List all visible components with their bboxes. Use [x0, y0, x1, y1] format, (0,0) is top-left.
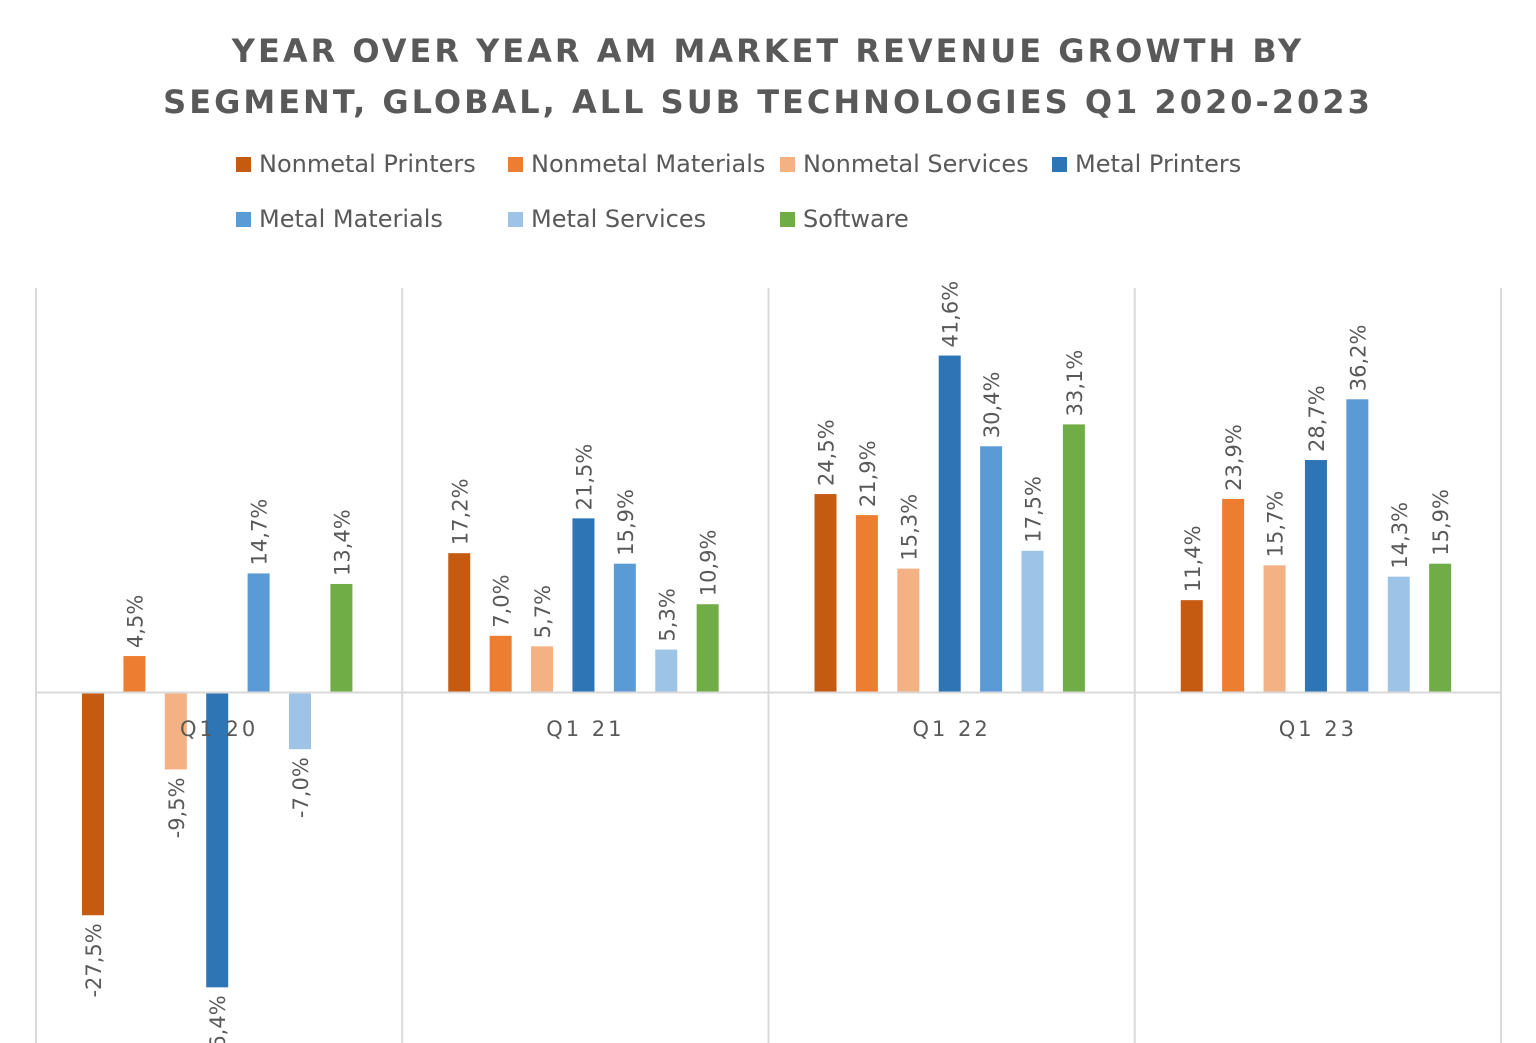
bar-nonmetal-materials-q1-22 — [855, 515, 878, 693]
legend-item-nonmetal-printers: Nonmetal Printers — [236, 150, 476, 178]
legend-label-metal-printers: Metal Printers — [1075, 150, 1242, 178]
data-label-metal-services-q1-23: 14,3% — [1388, 502, 1412, 569]
legend-label-nonmetal-services: Nonmetal Services — [803, 150, 1029, 178]
data-label-metal-services-q1-20: -7,0% — [289, 757, 313, 818]
data-label-metal-printers-q1-21: 21,5% — [572, 444, 596, 511]
bar-software-q1-21 — [696, 604, 719, 693]
legend-label-metal-materials: Metal Materials — [259, 205, 443, 233]
data-label-nonmetal-printers-q1-23: 11,4% — [1181, 525, 1205, 592]
data-label-metal-printers-q1-23: 28,7% — [1305, 385, 1329, 452]
data-label-nonmetal-materials-q1-21: 7,0% — [490, 574, 514, 627]
bar-metal-services-q1-20 — [289, 692, 311, 750]
data-label-software-q1-23: 15,9% — [1429, 489, 1453, 556]
data-label-nonmetal-materials-q1-22: 21,9% — [856, 440, 880, 507]
data-label-metal-printers-q1-20: -36,4% — [206, 995, 230, 1043]
bar-metal-printers-q1-22 — [938, 355, 961, 693]
bar-metal-materials-q1-20 — [247, 573, 270, 693]
legend-item-metal-materials: Metal Materials — [236, 205, 443, 233]
bar-metal-printers-q1-21 — [572, 518, 595, 693]
bar-software-q1-20 — [330, 583, 353, 693]
data-label-nonmetal-materials-q1-20: 4,5% — [123, 595, 147, 648]
legend-item-nonmetal-materials: Nonmetal Materials — [508, 150, 765, 178]
data-label-nonmetal-services-q1-21: 5,7% — [531, 585, 555, 638]
data-label-metal-materials-q1-22: 30,4% — [980, 372, 1004, 439]
data-label-nonmetal-services-q1-20: -9,5% — [165, 777, 189, 838]
legend-swatch-software — [780, 211, 795, 227]
data-label-nonmetal-printers-q1-22: 24,5% — [815, 419, 839, 486]
legend-item-nonmetal-services: Nonmetal Services — [780, 150, 1029, 178]
legend-swatch-nonmetal-services — [780, 156, 795, 172]
data-label-nonmetal-services-q1-23: 15,7% — [1264, 491, 1288, 558]
category-label-q1-22: Q1 22 — [912, 717, 990, 741]
data-label-nonmetal-materials-q1-23: 23,9% — [1222, 424, 1246, 491]
bar-nonmetal-printers-q1-21 — [448, 553, 471, 693]
chart-title-line-2: SEGMENT, GLOBAL, ALL SUB TECHNOLOGIES Q1… — [163, 83, 1373, 121]
bar-metal-materials-q1-22 — [980, 446, 1003, 693]
bar-software-q1-22 — [1062, 424, 1085, 693]
legend-swatch-metal-printers — [1052, 156, 1067, 172]
bar-metal-printers-q1-23 — [1304, 460, 1327, 693]
bar-nonmetal-materials-q1-20 — [123, 656, 146, 693]
bar-nonmetal-services-q1-23 — [1263, 565, 1286, 693]
data-label-nonmetal-services-q1-22: 15,3% — [897, 494, 921, 561]
bar-metal-printers-q1-20 — [206, 692, 229, 988]
legend-label-metal-services: Metal Services — [531, 205, 707, 233]
chart-title: YEAR OVER YEAR AM MARKET REVENUE GROWTH … — [0, 26, 1536, 128]
category-label-q1-21: Q1 21 — [546, 717, 624, 741]
data-label-metal-services-q1-21: 5,3% — [655, 588, 679, 641]
legend-swatch-nonmetal-materials — [508, 156, 523, 172]
legend-swatch-nonmetal-printers — [236, 156, 251, 172]
bar-metal-materials-q1-21 — [613, 563, 636, 693]
data-label-metal-materials-q1-23: 36,2% — [1346, 325, 1370, 392]
legend-label-software: Software — [803, 205, 909, 233]
data-label-nonmetal-printers-q1-20: -27,5% — [82, 923, 106, 997]
data-label-metal-materials-q1-20: 14,7% — [248, 499, 272, 566]
data-label-metal-materials-q1-21: 15,9% — [614, 489, 638, 556]
bar-nonmetal-printers-q1-22 — [814, 494, 837, 693]
bar-software-q1-23 — [1429, 563, 1452, 693]
data-label-software-q1-20: 13,4% — [330, 509, 354, 576]
data-label-metal-services-q1-22: 17,5% — [1022, 476, 1046, 543]
legend-item-software: Software — [780, 205, 909, 233]
data-label-metal-printers-q1-22: 41,6% — [939, 281, 963, 348]
legend-item-metal-services: Metal Services — [508, 205, 706, 233]
category-label-q1-20: Q1 20 — [180, 717, 258, 741]
bar-metal-services-q1-21 — [655, 649, 678, 693]
bar-nonmetal-printers-q1-20 — [82, 692, 104, 916]
bar-metal-services-q1-22 — [1021, 550, 1044, 693]
data-label-software-q1-22: 33,1% — [1063, 350, 1087, 417]
bar-metal-materials-q1-23 — [1346, 399, 1369, 693]
data-label-software-q1-21: 10,9% — [697, 529, 721, 596]
chart-title-line-1: YEAR OVER YEAR AM MARKET REVENUE GROWTH … — [231, 32, 1305, 70]
bar-nonmetal-materials-q1-21 — [489, 635, 512, 693]
bar-nonmetal-services-q1-22 — [897, 568, 920, 693]
legend-swatch-metal-services — [508, 211, 523, 227]
legend-swatch-metal-materials — [236, 211, 251, 227]
bar-nonmetal-printers-q1-23 — [1180, 600, 1203, 693]
data-label-nonmetal-printers-q1-21: 17,2% — [448, 478, 472, 545]
bar-metal-services-q1-23 — [1387, 576, 1410, 693]
bar-nonmetal-services-q1-20 — [164, 692, 187, 770]
bar-nonmetal-services-q1-21 — [531, 646, 554, 693]
legend-item-metal-printers: Metal Printers — [1052, 150, 1241, 178]
legend-label-nonmetal-printers: Nonmetal Printers — [259, 150, 476, 178]
category-label-q1-23: Q1 23 — [1279, 717, 1357, 741]
bar-nonmetal-materials-q1-23 — [1222, 498, 1245, 693]
legend-label-nonmetal-materials: Nonmetal Materials — [531, 150, 766, 178]
